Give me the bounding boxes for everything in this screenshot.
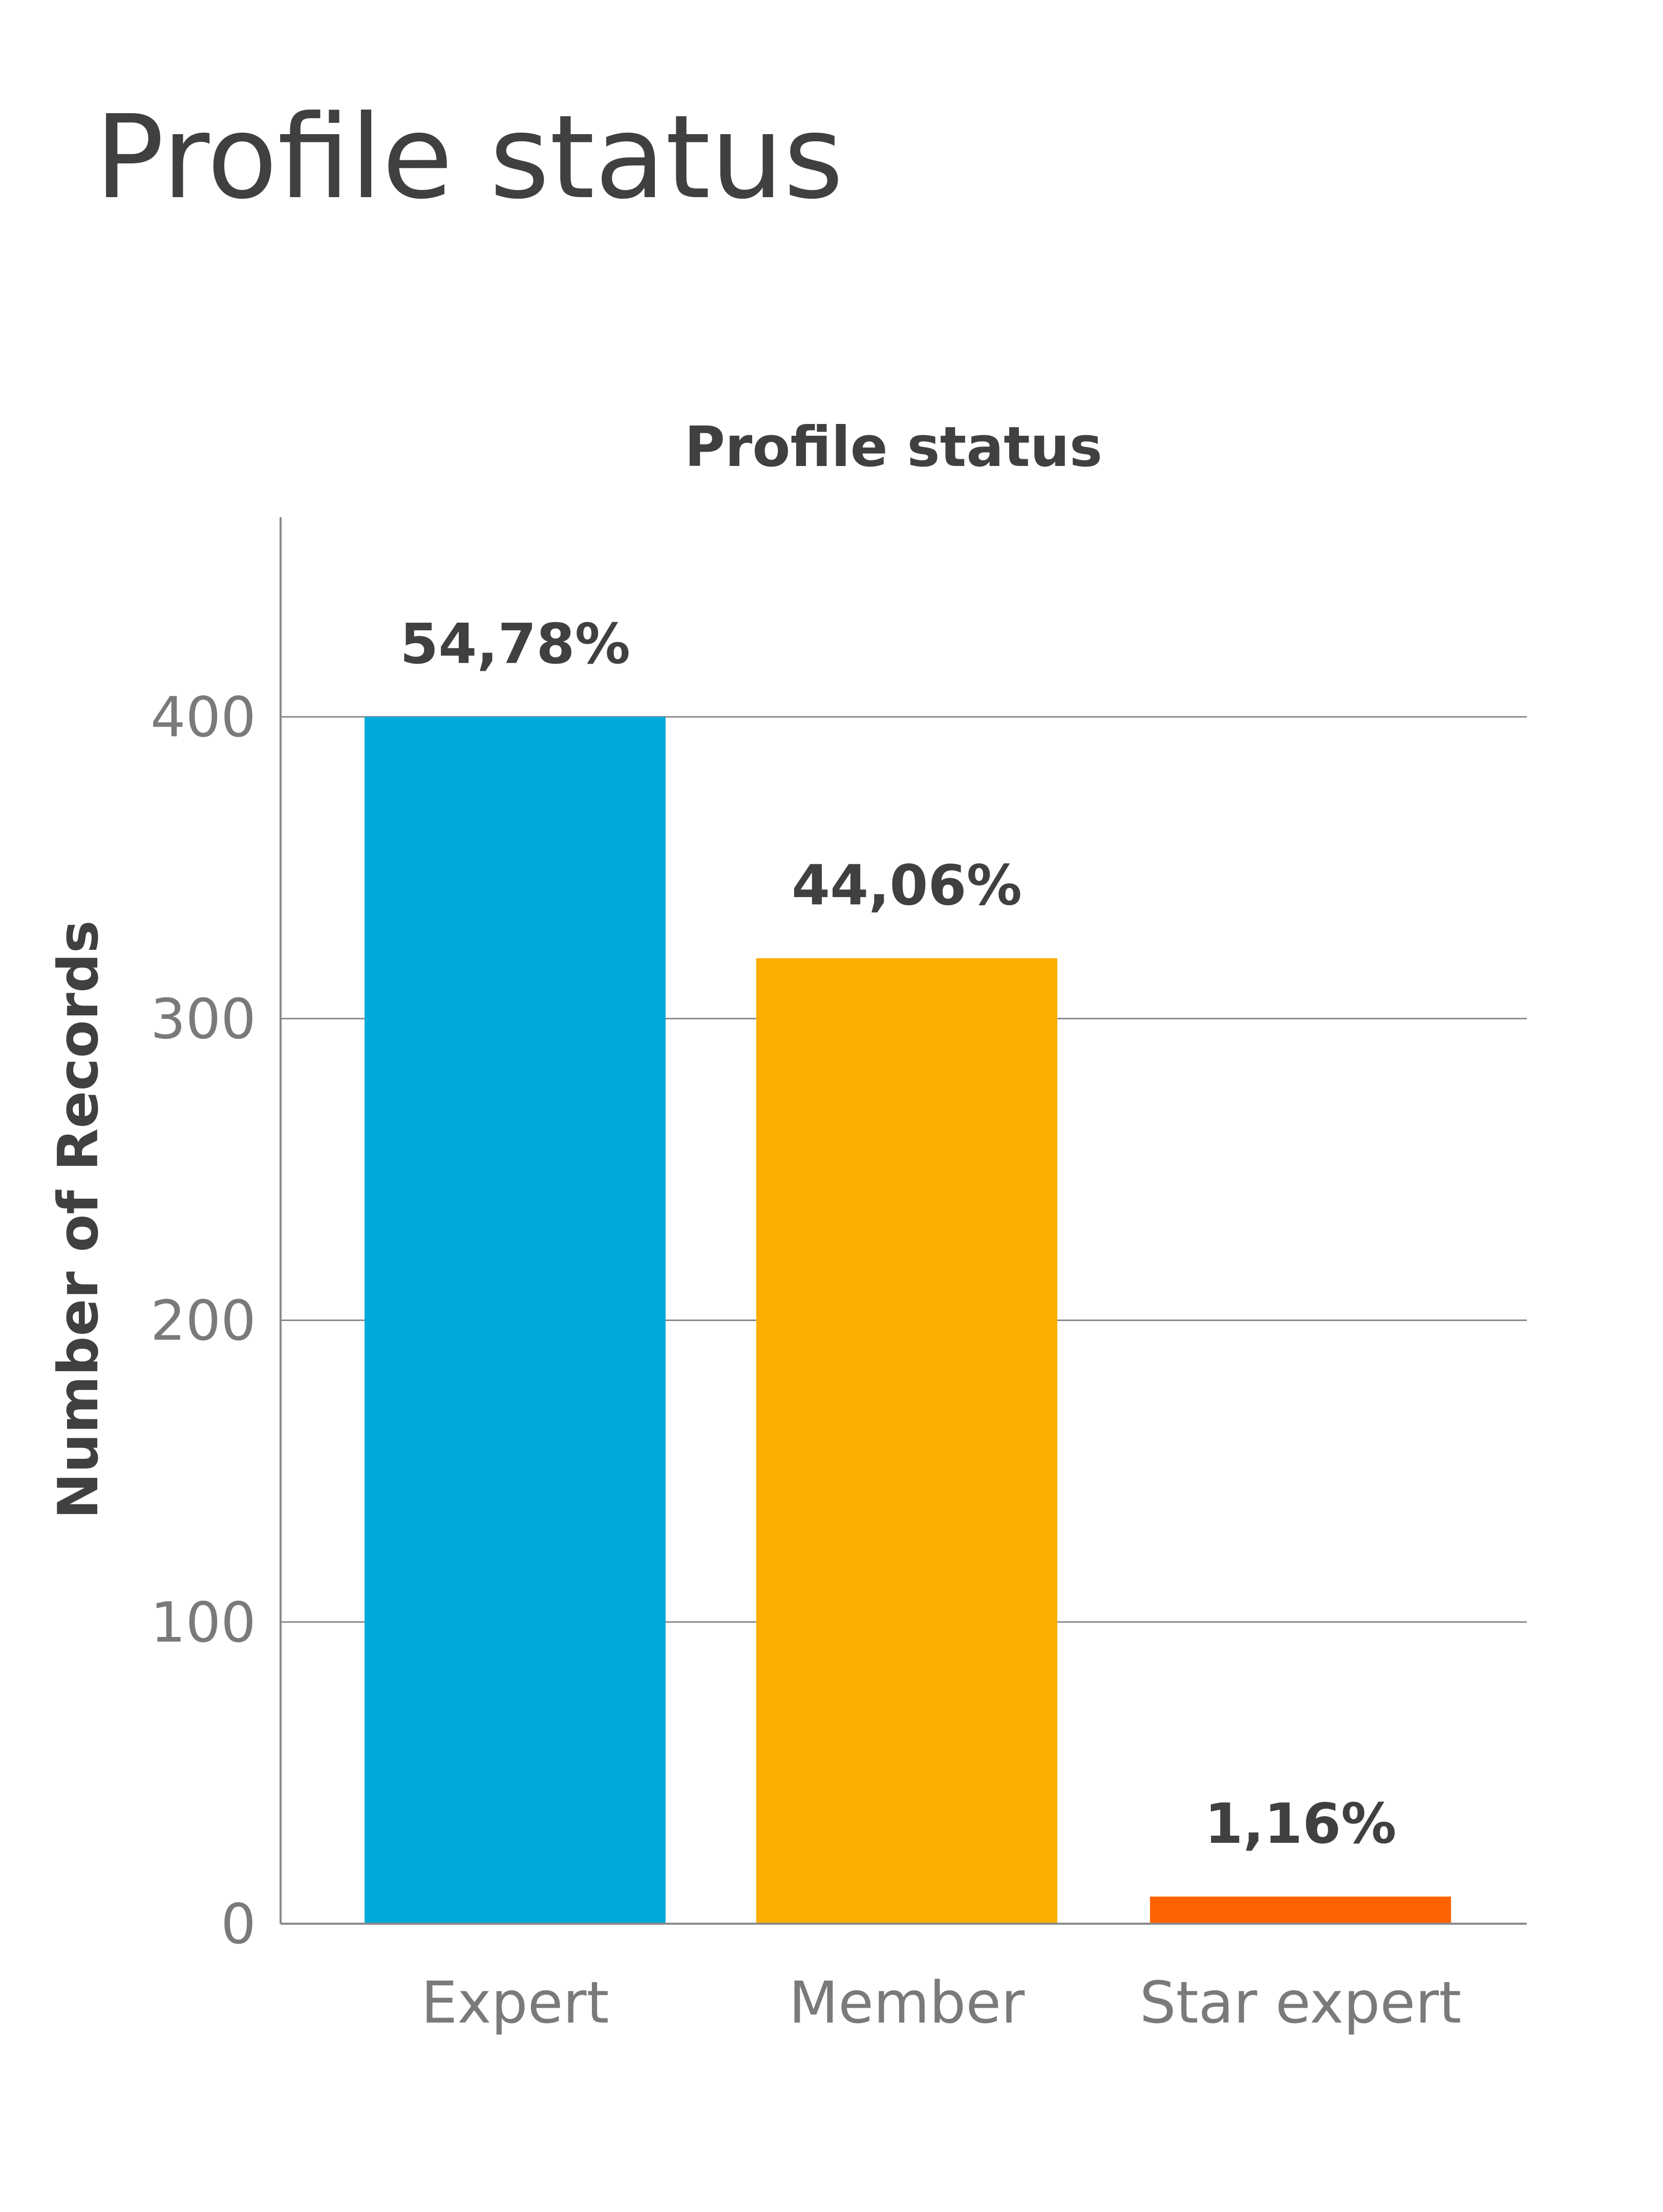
y-tick-label: 200 bbox=[151, 1289, 256, 1353]
data-label: 1,16% bbox=[1205, 1792, 1397, 1856]
y-axis-label: Number of Records bbox=[47, 920, 111, 1519]
page-title: Profile status bbox=[95, 91, 844, 225]
y-tick-label: 0 bbox=[221, 1892, 256, 1956]
data-label: 54,78% bbox=[400, 612, 630, 676]
chart-title: Profile status bbox=[685, 415, 1102, 479]
data-label: 44,06% bbox=[792, 854, 1022, 918]
x-tick-label: Expert bbox=[421, 1970, 609, 2036]
y-tick-label: 100 bbox=[151, 1591, 256, 1655]
y-tick-label: 300 bbox=[151, 987, 256, 1051]
bar-expert bbox=[365, 717, 666, 1924]
y-tick-label: 400 bbox=[151, 686, 256, 750]
bar-member bbox=[756, 958, 1057, 1924]
bar-star-expert bbox=[1150, 1896, 1451, 1924]
x-tick-label: Star expert bbox=[1140, 1970, 1461, 2036]
x-tick-label: Member bbox=[789, 1970, 1026, 2036]
